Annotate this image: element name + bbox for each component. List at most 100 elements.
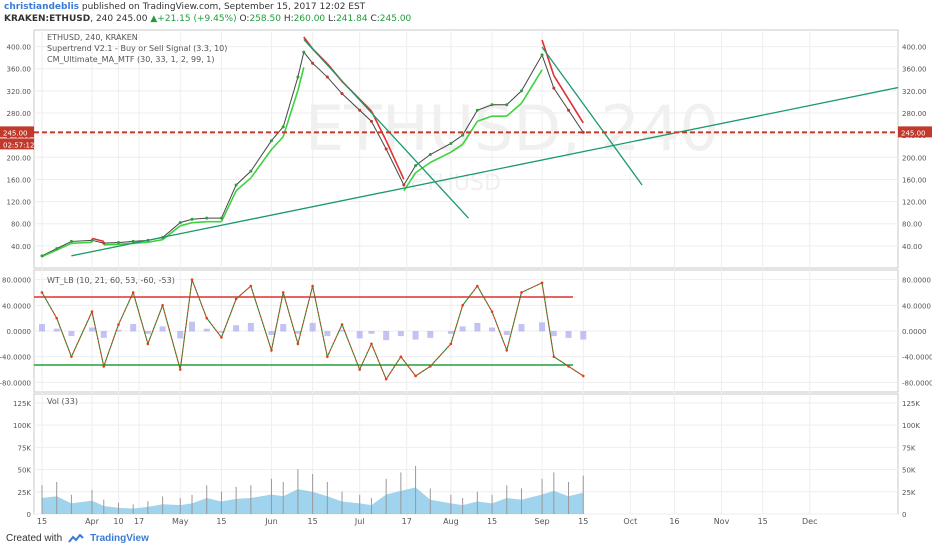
close-value: 245.00 — [379, 14, 412, 24]
vol-tick-label-right: 100K — [902, 422, 920, 430]
created-with-label: Created with — [6, 533, 63, 544]
wt-histogram-bar — [474, 322, 481, 332]
price-point — [505, 103, 509, 107]
supertrend-segment — [506, 102, 523, 117]
supertrend-segment — [282, 90, 299, 137]
tradingview-brand-link[interactable]: TradingView — [90, 533, 149, 544]
supertrend-segment — [56, 242, 72, 251]
price-tick-label-left: 120.00 — [7, 199, 32, 207]
price-tick-label-right: 400.00 — [902, 44, 927, 52]
x-tick-label: 17 — [134, 517, 144, 526]
wt-point — [476, 284, 479, 288]
wt-point — [399, 355, 403, 358]
wt-tick-label-left: 40.0000 — [2, 302, 31, 310]
wt-point — [567, 365, 570, 368]
wt-tick-label-right: 40.0000 — [902, 302, 931, 310]
wt-point — [190, 278, 194, 281]
x-tick-label: 15 — [758, 517, 768, 526]
vol-tick-label-left: 75K — [18, 444, 32, 452]
wt-point — [449, 342, 453, 346]
wt-histogram-bar — [397, 331, 404, 337]
close-label: C: — [370, 14, 380, 24]
supertrend-segment — [147, 238, 163, 244]
supertrend-segment — [541, 39, 555, 76]
price-tick-label-right: 120.00 — [902, 199, 927, 207]
x-tick-label: Jul — [354, 517, 365, 526]
wt-histogram-bar — [412, 331, 419, 340]
wt-point — [90, 310, 94, 314]
x-tick-label: 15 — [487, 517, 497, 526]
published-text: published on TradingView.com, September … — [79, 2, 366, 12]
wt-tick-label-left: -80.0000 — [0, 379, 31, 387]
wt-pane-title: WT_LB (10, 21, 60, 53, -60, -53) — [47, 276, 175, 285]
supertrend-segment — [180, 221, 193, 227]
wt-point — [55, 316, 59, 320]
wt-histogram-bar — [68, 331, 75, 337]
price-point — [340, 92, 344, 96]
wt-histogram-bar — [580, 331, 587, 340]
price-tick-label-left: 320.00 — [7, 88, 32, 96]
vol-tick-label-right: 50K — [902, 467, 916, 475]
volume-pane-frame — [33, 393, 899, 515]
price-point — [296, 75, 300, 79]
supertrend-segment — [553, 75, 570, 100]
price-tick-label-right: 40.00 — [902, 243, 922, 251]
price-point — [302, 50, 306, 54]
wt-point — [384, 377, 388, 381]
wt-histogram-bar — [294, 331, 301, 334]
price-point — [116, 241, 120, 245]
vol-tick-label-left: 100K — [13, 422, 31, 430]
price-tick-label-left: 80.00 — [11, 221, 31, 229]
footer: Created with TradingView — [6, 533, 149, 544]
supertrend-segment — [385, 140, 405, 180]
wt-histogram-bar — [247, 322, 254, 332]
wt-histogram-bar — [459, 326, 466, 332]
wt-point — [220, 336, 223, 339]
supertrend-segment — [162, 225, 181, 241]
author-link[interactable]: christiandeblis — [4, 2, 80, 12]
price-marker-left: 245.00 — [3, 129, 28, 137]
wt-point — [117, 323, 120, 326]
price-tick-label-left: 400.00 — [7, 44, 32, 52]
wt-histogram-bar — [309, 322, 316, 332]
x-tick-label: 15 — [216, 517, 226, 526]
wt-point — [428, 365, 432, 368]
supertrend-segment — [297, 67, 305, 91]
supertrend-segment — [567, 98, 584, 124]
price-point — [358, 108, 362, 112]
price-point — [69, 239, 73, 243]
tradingview-logo-icon — [68, 533, 84, 543]
price-point — [567, 108, 571, 112]
price-point — [384, 147, 388, 151]
wt-histogram-bar — [218, 331, 225, 333]
x-tick-label: Aug — [443, 517, 459, 526]
time-marker: 02:57:12 — [3, 141, 34, 149]
wt-histogram-bar — [565, 331, 572, 338]
wt-tick-label-left: 80.0000 — [2, 277, 31, 285]
wt-histogram-bar — [39, 324, 45, 332]
price-point — [540, 53, 544, 57]
x-tick-label: 15 — [308, 517, 318, 526]
wt-histogram-bar — [550, 331, 557, 337]
price-tick-label-right: 160.00 — [902, 176, 927, 184]
open-value: 258.50 — [249, 14, 281, 24]
wt-histogram-bar — [144, 331, 151, 334]
supertrend-segment — [220, 190, 237, 223]
price-point — [325, 75, 329, 79]
price-point — [475, 108, 479, 112]
open-label: O: — [239, 14, 250, 24]
price-point — [281, 125, 285, 129]
wt-point — [270, 348, 273, 352]
wt-tick-label-right: -80.0000 — [902, 379, 932, 387]
x-tick-label: 15 — [578, 517, 588, 526]
price-tick-label-left: 200.00 — [7, 154, 32, 162]
symbol-label[interactable]: KRAKEN:ETHUSD — [4, 14, 91, 24]
price-marker-right: 245.00 — [901, 129, 926, 137]
supertrend-segment — [41, 249, 58, 258]
x-tick-label: Dec — [802, 517, 817, 526]
up-arrow-icon: ▲ — [150, 14, 158, 24]
x-tick-label: 15 — [37, 517, 47, 526]
x-tick-label: Apr — [85, 517, 100, 526]
supertrend-segment — [191, 220, 207, 224]
